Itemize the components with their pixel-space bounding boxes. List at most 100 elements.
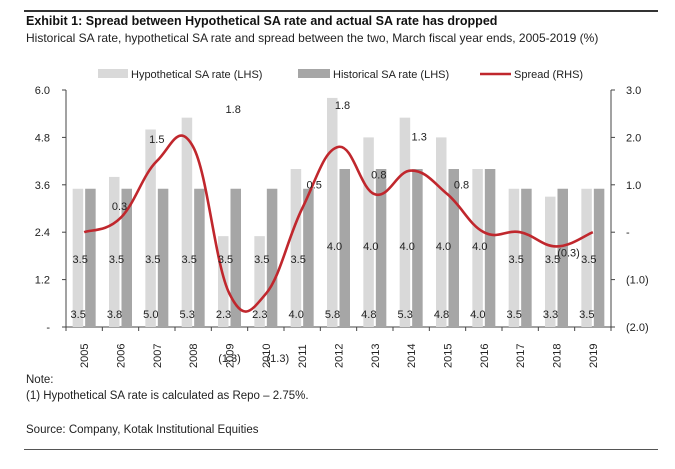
label-hypothetical: 5.0 xyxy=(143,309,158,321)
label-hypothetical: 3.5 xyxy=(579,309,594,321)
label-historical: 3.5 xyxy=(73,254,88,266)
note-line: (1) Hypothetical SA rate is calculated a… xyxy=(26,390,309,402)
bar-historical xyxy=(157,188,169,327)
bar-historical xyxy=(448,169,459,327)
label-spread: 0.8 xyxy=(454,179,469,191)
chart-subtitle: Historical SA rate, hypothetical SA rate… xyxy=(26,31,599,45)
label-hypothetical: 2.3 xyxy=(216,309,231,321)
bar-historical xyxy=(593,188,605,327)
label-historical: 3.5 xyxy=(254,254,269,266)
x-tick-label: 2017 xyxy=(515,344,527,368)
label-spread: 0.3 xyxy=(112,201,127,213)
bar-historical xyxy=(85,188,96,327)
bar-historical xyxy=(230,188,241,327)
label-spread: 0.8 xyxy=(371,169,386,181)
legend-label-historical: Historical SA rate (LHS) xyxy=(333,69,449,81)
label-historical: 4.0 xyxy=(363,241,378,253)
label-hypothetical: 5.8 xyxy=(325,309,340,321)
label-spread: 1.8 xyxy=(226,104,241,116)
label-hypothetical: 4.0 xyxy=(470,309,485,321)
bar-hypothetical xyxy=(145,129,156,327)
right-tick-label: 2.0 xyxy=(626,132,641,144)
left-tick-label: 2.4 xyxy=(35,227,50,239)
spread-line xyxy=(83,134,594,313)
bar-hypothetical xyxy=(545,196,556,327)
bar-hypothetical xyxy=(327,97,338,328)
x-tick-label: 2015 xyxy=(443,344,455,368)
spread-line-path xyxy=(83,134,594,313)
left-tick-label: 3.6 xyxy=(35,180,50,192)
x-tick-label: 2013 xyxy=(370,344,382,368)
chart-title: Exhibit 1: Spread between Hypothetical S… xyxy=(26,14,498,28)
label-historical: 3.5 xyxy=(218,254,233,266)
x-tick-label: 2018 xyxy=(552,344,564,368)
x-tick-label: 2012 xyxy=(334,344,346,368)
data-labels: 3.5 3.8 5.0 5.3 2.3 2.3 4.0 5.8 4.8 5.3 4.8 4.0 3.5 3… xyxy=(71,100,597,365)
bar-historical xyxy=(194,188,205,327)
bar-historical xyxy=(339,169,350,327)
label-historical: 3.5 xyxy=(291,254,306,266)
bar-historical xyxy=(303,188,314,327)
label-hypothetical: 3.8 xyxy=(107,309,122,321)
bar-hypothetical xyxy=(363,137,374,327)
x-tick-label: 2008 xyxy=(188,344,200,368)
x-tick-label: 2016 xyxy=(479,344,491,368)
bar-hypothetical xyxy=(181,117,193,328)
label-hypothetical: 2.3 xyxy=(252,309,267,321)
bar-historical xyxy=(266,188,278,327)
label-spread: (0.3) xyxy=(557,247,580,259)
legend-label-hypothetical: Hypothetical SA rate (LHS) xyxy=(131,69,262,81)
bar-historical xyxy=(121,188,132,327)
x-tick-label: 2007 xyxy=(152,344,164,368)
bar-hypothetical xyxy=(508,188,520,327)
bar-historical xyxy=(557,188,568,327)
right-tick-label: - xyxy=(626,227,630,239)
left-tick-label: 6.0 xyxy=(35,85,50,97)
label-spread: 0.5 xyxy=(307,180,322,192)
label-spread: 1.8 xyxy=(335,100,350,112)
label-spread: (1.3) xyxy=(218,353,241,365)
bar-hypothetical xyxy=(254,236,265,327)
label-historical: 3.5 xyxy=(545,254,560,266)
label-historical: 3.5 xyxy=(145,254,160,266)
label-historical: 4.0 xyxy=(472,241,487,253)
bar-hypothetical xyxy=(290,169,302,327)
legend-swatch-hypothetical xyxy=(98,69,128,78)
right-tick-label: 3.0 xyxy=(626,85,641,97)
x-tick-label: 2014 xyxy=(406,344,418,368)
label-hypothetical: 5.3 xyxy=(398,309,413,321)
legend-label-spread: Spread (RHS) xyxy=(514,69,583,81)
note-heading: Note: xyxy=(26,374,54,386)
label-historical: 3.5 xyxy=(509,254,524,266)
bar-hypothetical xyxy=(581,188,592,327)
left-tick-label: 1.2 xyxy=(35,275,50,287)
label-hypothetical: 5.3 xyxy=(180,309,195,321)
legend-swatch-historical xyxy=(298,69,330,78)
label-hypothetical: 3.3 xyxy=(543,309,558,321)
source-text: Source: Company, Kotak Institutional Equ… xyxy=(26,424,259,436)
label-hypothetical: 4.0 xyxy=(289,309,304,321)
label-hypothetical: 4.8 xyxy=(434,309,449,321)
label-spread: 1.5 xyxy=(149,134,164,146)
chart-area: Hypothetical SA rate (LHS) Historical SA … xyxy=(35,69,649,368)
bar-historical xyxy=(521,188,532,327)
label-historical: 4.0 xyxy=(327,241,342,253)
legend: Hypothetical SA rate (LHS) Historical SA … xyxy=(98,69,583,81)
label-spread: 1.3 xyxy=(412,132,427,144)
x-tick-label: 2009 xyxy=(225,344,237,368)
bar-hypothetical xyxy=(472,169,483,327)
bar-hypothetical xyxy=(72,188,84,327)
bar-hypothetical xyxy=(436,137,447,327)
label-spread: (1.3) xyxy=(267,353,290,365)
bottom-rule xyxy=(24,449,658,450)
label-historical: 4.0 xyxy=(400,241,415,253)
label-historical: 3.5 xyxy=(109,254,124,266)
right-tick-label: (1.0) xyxy=(626,275,649,287)
left-tick-label: 4.8 xyxy=(35,132,50,144)
bars xyxy=(72,97,605,328)
label-historical: 4.0 xyxy=(436,241,451,253)
bar-hypothetical xyxy=(109,176,120,327)
bar-hypothetical xyxy=(218,236,229,327)
x-tick-label: 2006 xyxy=(116,344,128,368)
